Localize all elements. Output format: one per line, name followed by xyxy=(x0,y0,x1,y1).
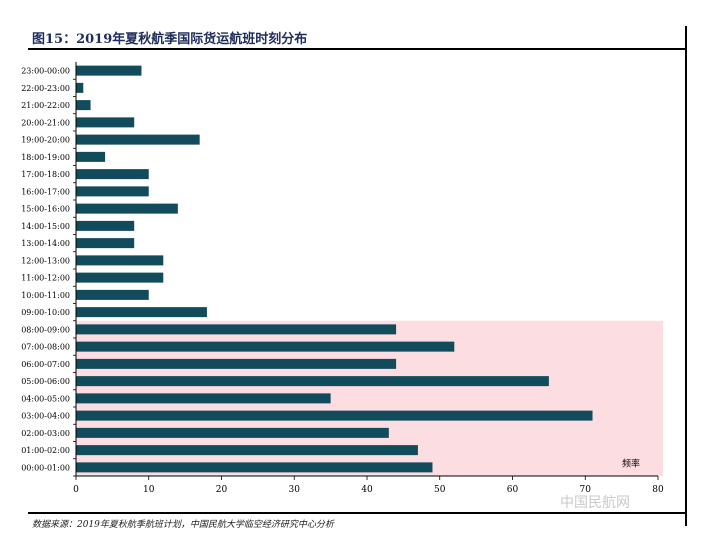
y-tick-label: 21:00-22:00 xyxy=(21,101,70,110)
bar-14:00-15:00 xyxy=(76,220,135,231)
bar-21:00-22:00 xyxy=(76,100,91,111)
y-tick-label: 20:00-21:00 xyxy=(21,118,70,127)
bar-08:00-09:00 xyxy=(76,324,397,335)
y-tick-label: 09:00-10:00 xyxy=(21,308,70,317)
x-tick-label: 30 xyxy=(289,485,301,495)
x-tick-label: 50 xyxy=(434,485,446,495)
bar-07:00-08:00 xyxy=(76,341,455,352)
y-tick-label: 13:00-14:00 xyxy=(21,239,70,248)
y-tick-label: 03:00-04:00 xyxy=(21,412,70,421)
y-tick-label: 14:00-15:00 xyxy=(21,222,70,231)
x-tick-label: 60 xyxy=(507,485,519,495)
y-tick-label: 08:00-09:00 xyxy=(21,325,70,334)
bar-13:00-14:00 xyxy=(76,238,135,249)
bar-12:00-13:00 xyxy=(76,255,164,266)
y-tick-label: 11:00-12:00 xyxy=(21,274,70,283)
bar-01:00-02:00 xyxy=(76,445,418,456)
y-tick-label: 19:00-20:00 xyxy=(21,136,70,145)
y-tick-label: 15:00-16:00 xyxy=(21,205,70,214)
bar-16:00-17:00 xyxy=(76,186,149,197)
x-tick-label: 10 xyxy=(143,485,155,495)
x-tick-label: 40 xyxy=(361,485,373,495)
title-rule xyxy=(28,48,687,50)
y-tick-label: 06:00-07:00 xyxy=(21,360,70,369)
y-tick-labels: 00:00-01:00 01:00-02:00 02:00-03:00 03:00-0… xyxy=(21,67,76,477)
chart-annotation: 频率 xyxy=(622,457,640,469)
y-tick-label: 23:00-00:00 xyxy=(21,67,70,76)
bar-15:00-16:00 xyxy=(76,203,178,214)
figure-title: 图15：2019年夏秋航季国际货运航班时刻分布 xyxy=(32,32,308,47)
bar-17:00-18:00 xyxy=(76,169,149,180)
watermark: 中国民航网 xyxy=(560,495,630,511)
y-tick-label: 12:00-13:00 xyxy=(21,256,70,265)
y-tick-label: 07:00-08:00 xyxy=(21,343,70,352)
y-tick-label: 10:00-11:00 xyxy=(21,291,70,300)
y-tick-label: 04:00-05:00 xyxy=(21,394,70,403)
source-note: 数据来源：2019年夏秋航季航班计划，中国民航大学临空经济研究中心分析 xyxy=(32,520,334,530)
bar-18:00-19:00 xyxy=(76,151,106,162)
bar-02:00-03:00 xyxy=(76,427,389,438)
x-tick-label: 70 xyxy=(580,485,592,495)
bar-05:00-06:00 xyxy=(76,376,549,387)
y-tick-label: 05:00-06:00 xyxy=(21,377,70,386)
x-tick-label: 0 xyxy=(73,485,79,495)
bar-06:00-07:00 xyxy=(76,358,397,369)
y-tick-label: 16:00-17:00 xyxy=(21,187,70,196)
footer-rule xyxy=(28,512,687,514)
bar-03:00-04:00 xyxy=(76,410,593,421)
y-tick-label: 18:00-19:00 xyxy=(21,153,70,162)
x-axis: 0 10 20 30 40 50 60 70 80 xyxy=(73,62,664,495)
bar-22:00-23:00 xyxy=(76,82,84,93)
bar-10:00-11:00 xyxy=(76,289,149,300)
y-tick-label: 01:00-02:00 xyxy=(21,446,70,455)
x-tick-label: 80 xyxy=(652,485,664,495)
bars-group xyxy=(76,65,593,473)
y-tick-label: 22:00-23:00 xyxy=(21,84,70,93)
y-tick-label: 17:00-18:00 xyxy=(21,170,70,179)
bar-00:00-01:00 xyxy=(76,462,433,473)
bar-11:00-12:00 xyxy=(76,272,164,283)
bar-23:00-00:00 xyxy=(76,65,142,76)
bar-04:00-05:00 xyxy=(76,393,331,404)
x-tick-label: 20 xyxy=(216,485,228,495)
bar-19:00-20:00 xyxy=(76,134,200,145)
bar-09:00-10:00 xyxy=(76,307,207,318)
bar-20:00-21:00 xyxy=(76,117,135,128)
y-tick-label: 00:00-01:00 xyxy=(21,463,70,472)
frame-right-border xyxy=(685,26,687,526)
y-tick-label: 02:00-03:00 xyxy=(21,429,70,438)
